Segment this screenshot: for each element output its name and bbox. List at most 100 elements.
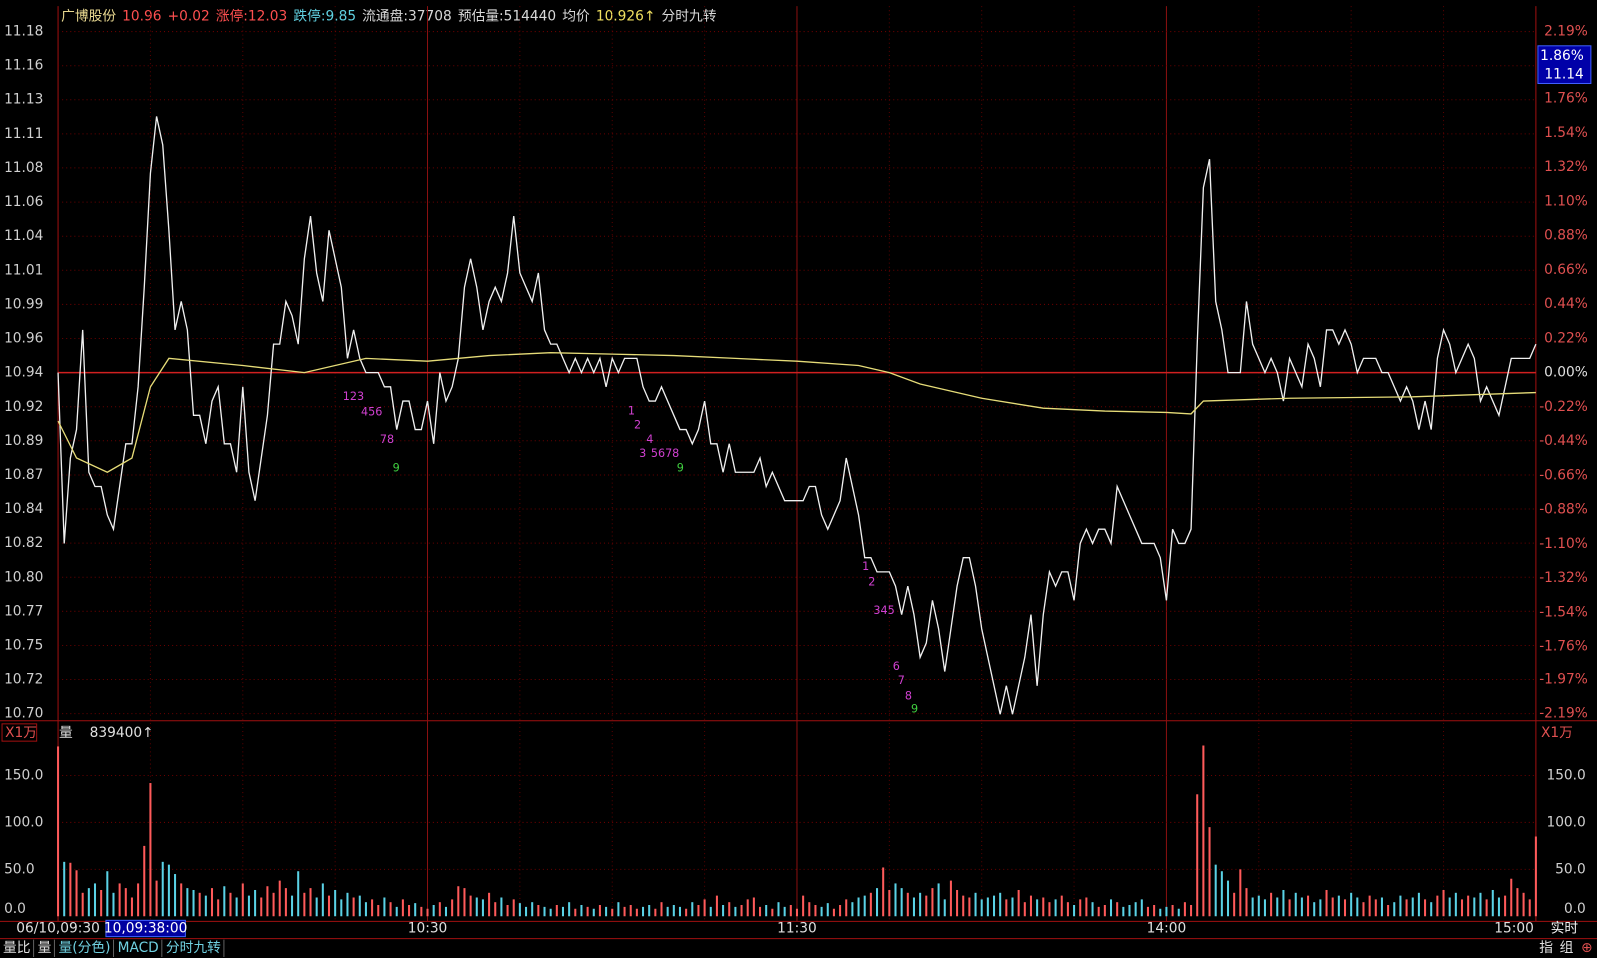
volume-bar	[962, 895, 965, 917]
volume-bar	[845, 899, 848, 917]
y-tick-label: 10.92	[4, 399, 43, 415]
volume-bar	[260, 897, 263, 917]
y-tick-label: 11.04	[4, 228, 43, 244]
cursor-percent: 1.86%	[1540, 48, 1584, 64]
nine-turn-label: 2	[634, 419, 641, 432]
volume-bar	[1066, 902, 1069, 917]
volume-bar	[241, 883, 244, 917]
unit-box	[1, 723, 38, 742]
nine-turn-label: 6	[893, 660, 900, 673]
volume-bar	[1159, 908, 1162, 917]
tab[interactable]: 量比	[3, 940, 30, 956]
volume-bar	[1109, 899, 1113, 917]
volume-bar	[254, 889, 257, 917]
volume-bar	[444, 906, 448, 917]
volume-bar	[555, 905, 558, 917]
nine-turn-label: 3	[639, 447, 646, 460]
volume-bar	[512, 899, 515, 917]
volume-bar	[1196, 794, 1199, 917]
volume-bar	[617, 902, 620, 917]
nine-turn-label: 4	[646, 433, 653, 446]
y2-tick-label: -1.97%	[1539, 671, 1588, 687]
volume-bar	[1307, 895, 1310, 917]
volume-bar	[69, 862, 72, 917]
nine-turn-label: 456	[361, 405, 382, 418]
volume-bar	[1177, 908, 1180, 917]
volume-tick-label: 150.0	[4, 768, 43, 784]
volume-bar	[364, 902, 367, 917]
y-tick-label: 10.80	[4, 569, 43, 585]
volume-bar	[414, 903, 417, 917]
mode-label[interactable]: 实时	[1551, 920, 1579, 936]
volume-bar	[457, 886, 460, 917]
volume-bar	[783, 906, 786, 917]
volume-tick-label: 50.0	[4, 861, 35, 877]
volume-bar	[740, 905, 743, 917]
y-tick-label: 11.08	[4, 160, 43, 176]
volume-bar	[1097, 906, 1100, 917]
volume-bar	[204, 895, 207, 917]
volume-bar	[660, 902, 663, 917]
volume-bar	[438, 902, 441, 917]
volume-bar	[371, 899, 374, 917]
volume-bar	[432, 905, 435, 917]
volume-bar	[974, 892, 977, 917]
header-item: 预估量:514440	[458, 8, 556, 24]
volume-bar	[882, 867, 885, 917]
y-tick-label: 10.70	[4, 706, 43, 722]
y2-tick-label: -1.32%	[1539, 570, 1588, 586]
volume-bar	[1017, 889, 1020, 917]
volume-bar	[1085, 897, 1088, 917]
volume-tick-label-right: 0.0	[1564, 901, 1586, 917]
volume-bar	[278, 880, 281, 917]
volume-bar	[611, 908, 614, 917]
corner-button[interactable]: 组	[1560, 940, 1574, 956]
volume-bar	[1202, 745, 1205, 917]
y-tick-label: 10.99	[4, 296, 43, 312]
volume-bar	[377, 905, 380, 917]
volume-bar	[210, 888, 214, 917]
volume-bar	[580, 905, 583, 917]
volume-bar	[1060, 895, 1063, 917]
x-tick-label: 14:00	[1147, 920, 1187, 936]
volume-bar	[303, 892, 306, 917]
volume-bar	[1276, 897, 1279, 917]
volume-bar	[1153, 905, 1156, 917]
header-item: +0.02	[168, 8, 210, 24]
volume-bar	[87, 888, 90, 917]
volume-bar	[1251, 897, 1254, 917]
volume-bar	[654, 908, 657, 917]
volume-bar	[1023, 902, 1026, 917]
volume-bar	[574, 908, 577, 917]
volume-bar	[980, 899, 983, 917]
volume-bar	[500, 897, 503, 917]
volume-bar	[1417, 892, 1420, 917]
volume-bar	[389, 902, 392, 917]
volume-bar	[1263, 899, 1266, 917]
volume-bar	[57, 746, 60, 917]
volume-bar	[703, 899, 706, 917]
y-tick-label: 11.01	[4, 262, 43, 278]
tab[interactable]: 量(分色)	[59, 939, 111, 956]
unit-label: X1万	[5, 725, 37, 741]
volume-bar	[549, 908, 552, 917]
corner-button[interactable]: 指	[1539, 940, 1553, 956]
volume-bar	[284, 888, 287, 917]
x-tick-label: 11:30	[777, 920, 817, 936]
nine-turn-label: 9	[393, 461, 400, 474]
volume-bar	[106, 871, 109, 917]
volume-bar	[839, 905, 842, 917]
volume-bar	[1534, 836, 1537, 917]
tab[interactable]: 量	[38, 940, 52, 956]
volume-bar	[1405, 899, 1408, 917]
volume-bar	[327, 895, 331, 917]
tab[interactable]: MACD	[118, 940, 159, 956]
volume-bar	[1233, 892, 1236, 917]
volume-bar	[1485, 899, 1488, 917]
volume-bar	[1356, 897, 1359, 917]
volume-bar	[1460, 899, 1464, 917]
tab[interactable]: 分时九转	[166, 940, 221, 956]
volume-bar	[1122, 906, 1125, 917]
volume-bar	[1054, 899, 1057, 917]
corner-button[interactable]: ⊕	[1581, 940, 1593, 956]
